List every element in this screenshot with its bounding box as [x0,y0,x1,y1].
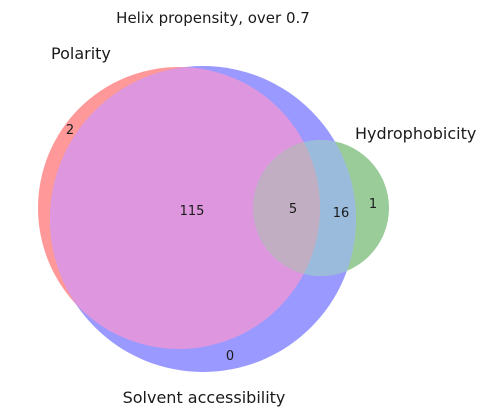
polarity-solvent-overlap [50,67,320,349]
all-three-overlap [253,140,320,276]
diagram-title: Helix propensity, over 0.7 [116,9,310,27]
polarity-label: Polarity [51,44,111,63]
region-solvent-only: 0 [226,349,234,364]
region-polarity-only: 2 [66,123,74,138]
solvent-accessibility-label: Solvent accessibility [123,388,286,407]
region-solvent-hydrophobicity: 16 [333,206,350,221]
region-all-three: 5 [289,202,297,217]
hydrophobicity-label: Hydrophobicity [355,124,476,143]
region-hydrophobicity-only: 1 [369,197,377,212]
region-polarity-solvent: 115 [180,204,205,219]
